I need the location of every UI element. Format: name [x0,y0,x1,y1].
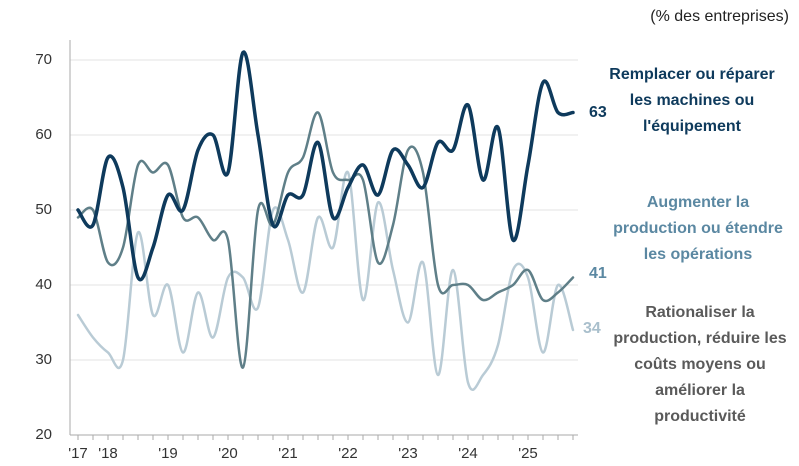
line-series [76,50,575,282]
x-tick-label: '18 [98,445,118,462]
unit-note: (% des entreprises) [650,8,789,25]
end-value: 63 [589,104,607,121]
y-tick-label: 60 [35,126,52,143]
end-value: 41 [589,265,607,282]
line-series [76,111,575,369]
y-tick-label: 50 [35,201,52,218]
x-tick-label: '17 [68,445,88,462]
y-tick-label: 40 [35,276,52,293]
line-series [76,171,575,391]
x-tick-label: '19 [158,445,178,462]
legend-label: Augmenter la production ou étendre les o… [613,194,783,263]
x-tick-label: '24 [458,445,478,462]
y-tick-label: 30 [35,351,52,368]
x-tick-label: '23 [398,445,418,462]
legend-label: Remplacer ou réparer les machines ou l'é… [609,66,775,135]
y-tick-label: 20 [35,426,52,443]
x-tick-label: '25 [518,445,538,462]
x-tick-label: '20 [218,445,238,462]
end-value: 34 [583,320,601,337]
legend-label: Rationaliser la production, réduire les … [613,304,787,425]
x-tick-label: '22 [338,445,358,462]
x-tick-label: '21 [278,445,298,462]
y-tick-label: 70 [35,51,52,68]
